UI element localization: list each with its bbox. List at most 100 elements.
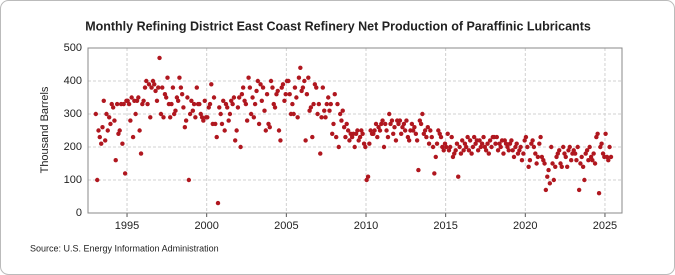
data-point <box>231 95 237 100</box>
data-point <box>193 115 198 120</box>
y-tick-label: 500 <box>64 42 82 54</box>
data-point <box>242 98 247 104</box>
data-point <box>186 177 192 183</box>
data-point <box>227 111 233 117</box>
data-point <box>209 82 214 87</box>
data-point <box>194 85 200 90</box>
data-point <box>458 151 464 156</box>
data-point <box>456 174 461 179</box>
data-point <box>100 125 105 130</box>
data-point <box>444 144 449 150</box>
data-point <box>449 134 454 140</box>
x-tick-label: 2015 <box>433 220 457 232</box>
data-point <box>400 125 405 130</box>
x-tick-label: 2020 <box>513 220 537 232</box>
data-point <box>561 144 566 150</box>
data-point <box>588 154 594 160</box>
data-point <box>482 144 488 150</box>
data-point <box>494 134 499 140</box>
data-point <box>445 131 450 136</box>
data-point <box>213 121 218 127</box>
data-point <box>344 121 349 127</box>
data-point <box>183 118 189 123</box>
data-point <box>387 111 392 117</box>
data-point <box>326 95 331 100</box>
data-point <box>292 85 298 90</box>
data-point <box>268 78 274 84</box>
data-point <box>165 75 170 80</box>
data-point <box>219 121 225 127</box>
data-point <box>596 191 602 196</box>
data-point <box>121 101 126 107</box>
data-point <box>122 171 128 176</box>
data-point <box>363 144 368 150</box>
data-point <box>376 125 381 130</box>
data-point <box>571 148 576 153</box>
data-point <box>197 101 202 107</box>
data-point <box>441 148 446 153</box>
data-point <box>137 128 142 133</box>
data-point <box>349 134 355 140</box>
data-point <box>105 128 110 133</box>
data-point <box>380 118 385 123</box>
data-point <box>592 161 598 166</box>
data-point <box>174 95 180 100</box>
data-point <box>547 181 553 186</box>
source-note: Source: U.S. Energy Information Administ… <box>30 243 219 253</box>
data-point <box>360 131 365 136</box>
data-point <box>182 125 188 130</box>
data-point <box>608 154 614 160</box>
data-point <box>308 105 314 110</box>
data-point <box>290 101 295 107</box>
y-tick-label: 400 <box>64 75 82 87</box>
data-point <box>513 144 518 150</box>
data-point <box>486 151 492 156</box>
data-point <box>160 85 165 90</box>
data-point <box>145 101 150 107</box>
data-point <box>179 92 185 97</box>
data-point <box>529 141 534 146</box>
data-point <box>383 121 388 127</box>
data-point <box>251 115 257 120</box>
data-point <box>96 128 101 133</box>
data-point <box>331 121 336 127</box>
data-point <box>334 134 339 140</box>
data-point <box>229 98 234 104</box>
data-point <box>564 164 570 169</box>
data-point <box>175 98 181 104</box>
data-point <box>413 131 419 136</box>
data-point <box>153 88 158 94</box>
data-point <box>345 128 351 133</box>
data-point <box>181 105 186 110</box>
data-point <box>128 118 133 123</box>
data-point <box>314 85 319 90</box>
data-point <box>514 141 519 146</box>
data-point <box>405 134 411 140</box>
data-point <box>502 138 507 143</box>
data-point <box>377 128 383 133</box>
data-point <box>173 108 178 113</box>
data-point <box>534 161 539 166</box>
y-tick-label: 200 <box>64 141 82 153</box>
data-point <box>481 134 486 140</box>
data-point <box>307 108 312 113</box>
x-tick-label: 2000 <box>194 220 218 232</box>
data-point <box>110 105 116 110</box>
data-point <box>322 108 327 113</box>
data-point <box>278 138 283 143</box>
data-point <box>276 128 282 133</box>
data-point <box>416 167 421 173</box>
data-point <box>177 75 182 80</box>
data-point <box>323 115 328 120</box>
data-point <box>152 82 157 87</box>
data-point <box>522 138 527 143</box>
data-point <box>168 115 173 120</box>
data-point <box>587 144 592 150</box>
data-point <box>169 101 174 107</box>
data-point <box>255 78 261 84</box>
data-point <box>274 92 279 97</box>
data-point <box>574 158 579 163</box>
data-point <box>154 98 160 104</box>
data-point <box>330 131 335 136</box>
